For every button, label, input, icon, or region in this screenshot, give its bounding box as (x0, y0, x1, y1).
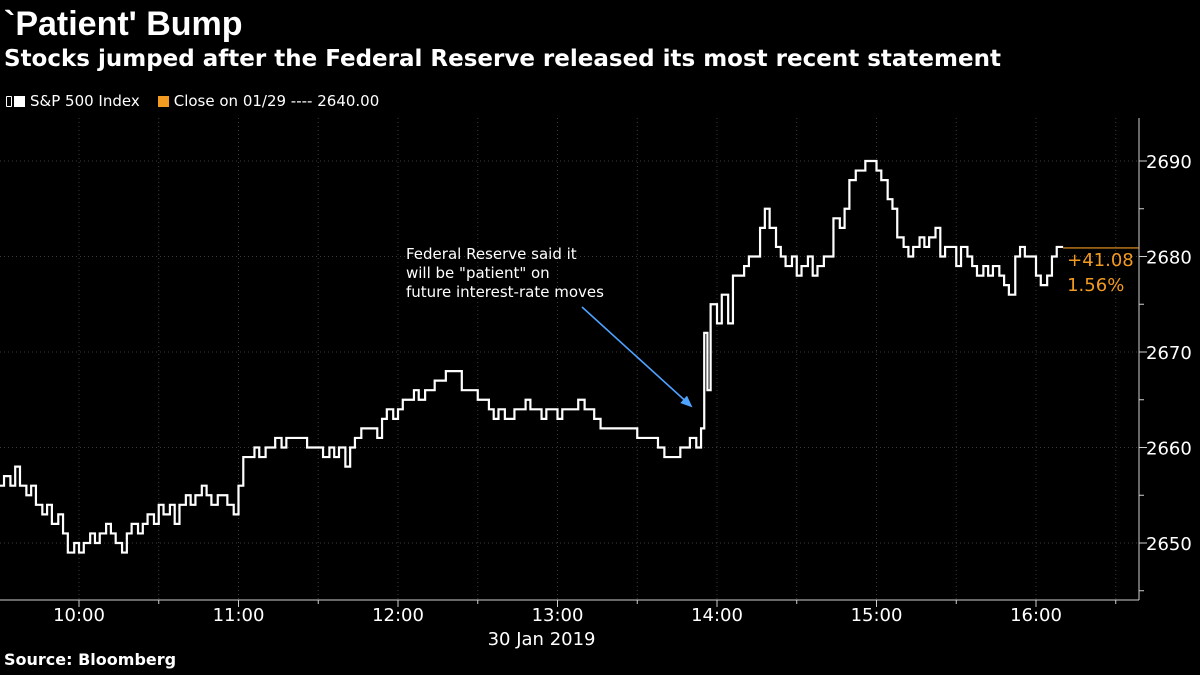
source-note: Source: Bloomberg (4, 650, 177, 669)
x-tick-label: 12:00 (372, 605, 424, 626)
annotation-text-line: future interest-rate moves (406, 283, 604, 301)
legend: S&P 500 Index Close on 01/29 ---- 2640.0… (6, 90, 397, 112)
x-tick-label: 14:00 (691, 605, 743, 626)
y-tick-label: 2660 (1146, 439, 1192, 460)
y-tick-label: 2690 (1146, 152, 1192, 173)
chart-title: `Patient' Bump (4, 5, 243, 43)
y-tick-label: 2650 (1146, 534, 1192, 555)
annotation-text-line: Federal Reserve said it (406, 245, 577, 263)
chart-subtitle: Stocks jumped after the Federal Reserve … (4, 46, 1001, 72)
legend-item-sp500: S&P 500 Index (6, 92, 140, 110)
legend-candle-icon (6, 95, 12, 107)
legend-label-sp500: S&P 500 Index (30, 92, 140, 110)
x-tick-label: 15:00 (851, 605, 903, 626)
x-tick-label: 16:00 (1010, 605, 1062, 626)
legend-swatch-close (157, 95, 169, 107)
legend-swatch-sp500 (14, 95, 25, 107)
legend-item-close: Close on 01/29 ---- 2640.00 (157, 92, 380, 110)
x-axis-date-label: 30 Jan 2019 (488, 629, 596, 650)
last-percent-label: 1.56% (1067, 275, 1124, 296)
annotation-arrow (581, 306, 693, 408)
last-change-label: +41.08 (1067, 250, 1134, 271)
x-tick-label: 10:00 (53, 605, 105, 626)
x-tick-label: 13:00 (532, 605, 584, 626)
y-tick-label: 2680 (1146, 248, 1192, 269)
x-tick-label: 11:00 (213, 605, 265, 626)
y-tick-label: 2670 (1146, 343, 1192, 364)
annotation-text-line: will be "patient" on (406, 264, 550, 282)
series-line-sp500 (0, 159, 1064, 554)
legend-label-close: Close on 01/29 ---- 2640.00 (173, 92, 380, 110)
